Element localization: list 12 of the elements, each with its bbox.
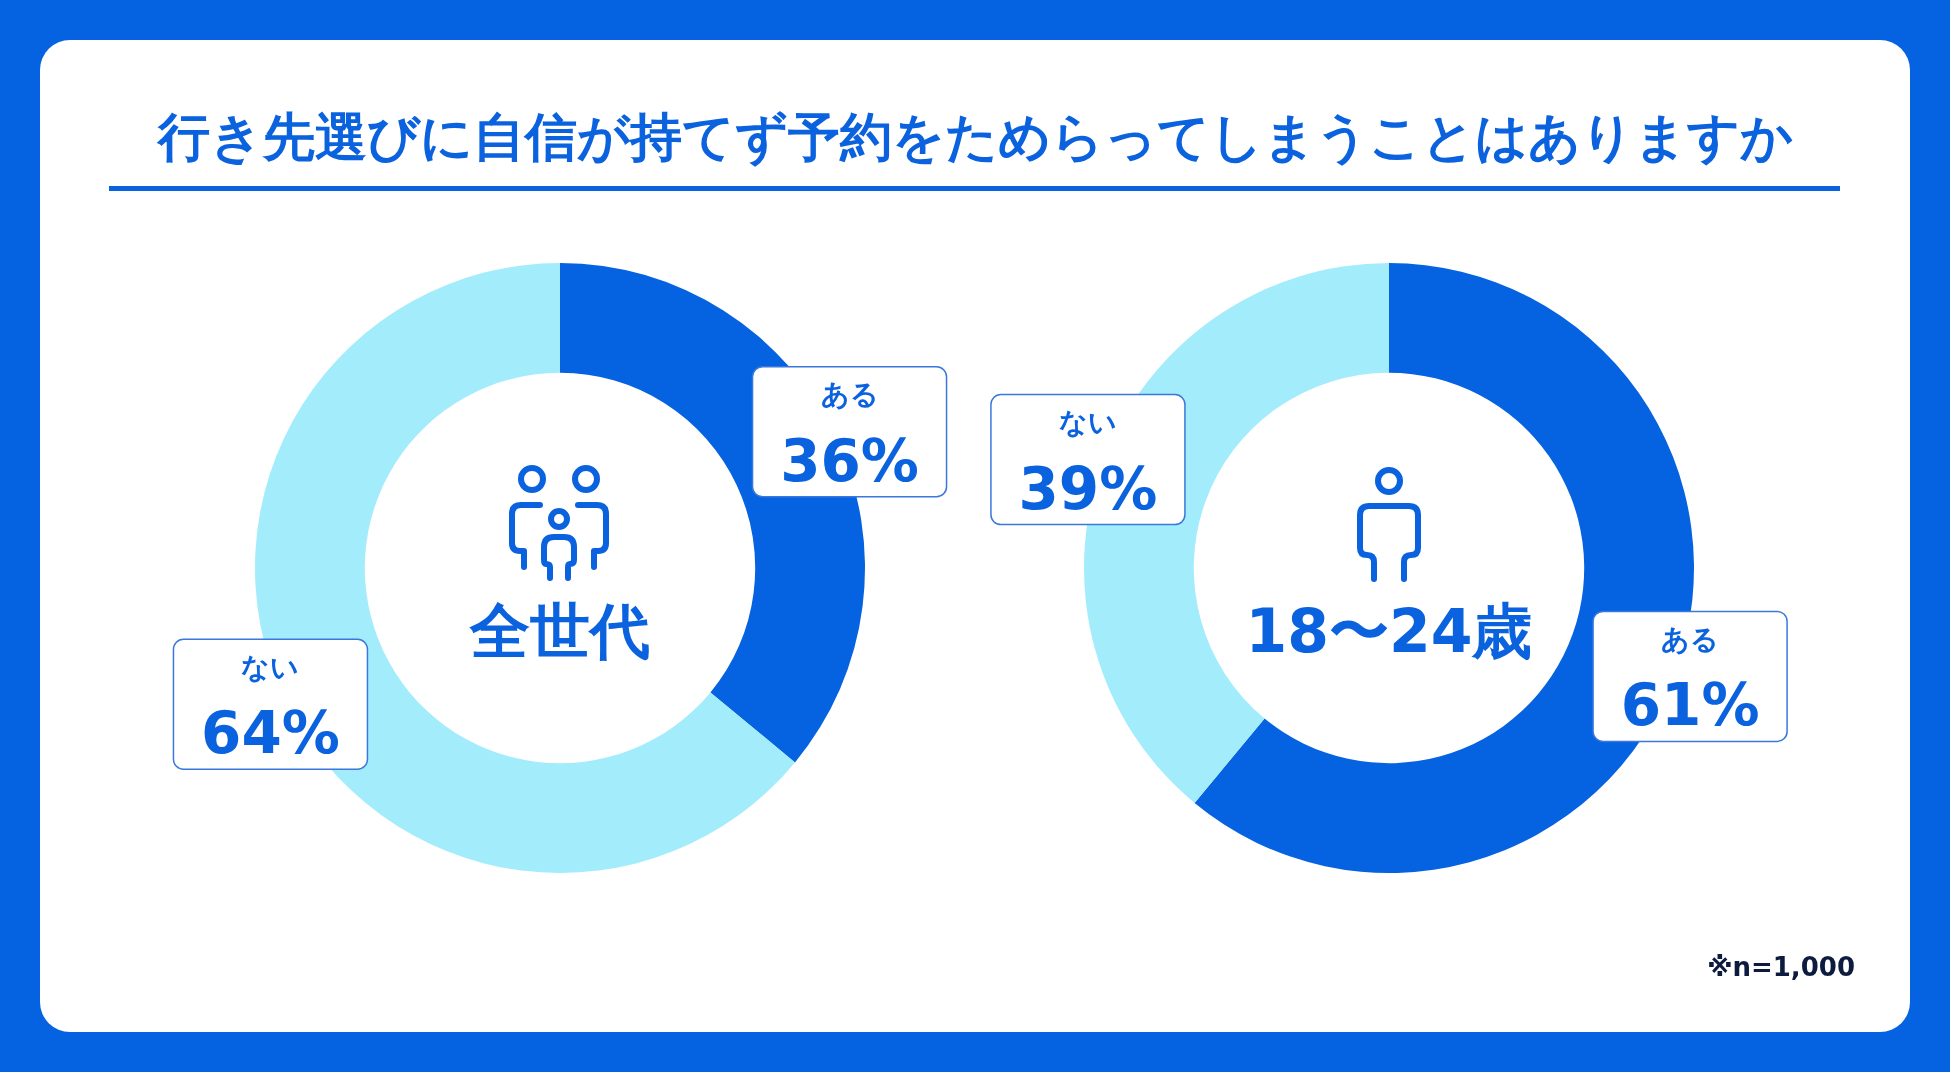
slice-label: ない	[241, 650, 300, 684]
data-label: 36%	[780, 426, 919, 495]
slice-label: ない	[1058, 405, 1117, 439]
data-label: 39%	[1018, 454, 1158, 523]
slice-label: ある	[1661, 622, 1720, 656]
data-label: 64%	[201, 699, 340, 768]
data-label: 61%	[1620, 671, 1760, 740]
text: 全世代	[469, 595, 650, 666]
slice-label: ある	[820, 378, 879, 412]
text: ※n=1,000	[1707, 951, 1855, 984]
text: 18〜24歳	[1245, 595, 1533, 666]
chart-title: 行き先選びに自信が持てず予約をためらってしまうことはありますか	[156, 106, 1794, 169]
